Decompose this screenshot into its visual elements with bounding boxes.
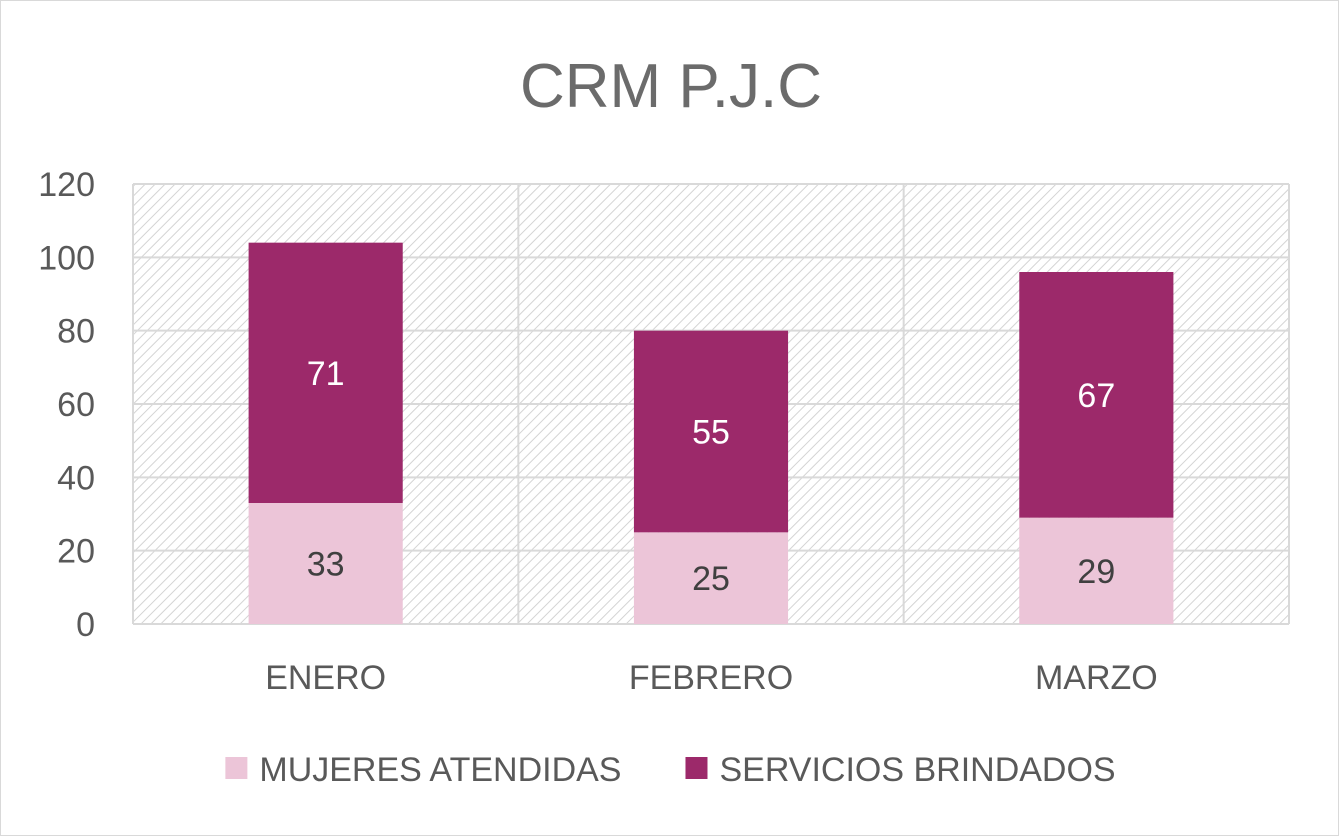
plot-area: 0 20 40 60 80 100 120 33 71 ENERO 25 55 FEBRERO 29 67 M… xyxy=(38,166,1290,697)
legend-swatch xyxy=(685,757,708,779)
chart-title: CRM P.J.C xyxy=(520,52,822,121)
data-label: 33 xyxy=(307,546,345,584)
legend-swatch xyxy=(225,757,248,779)
data-label: 71 xyxy=(307,355,345,393)
bar-segment xyxy=(633,532,789,624)
legend: MUJERES ATENDIDAS SERVICIOS BRINDADOS xyxy=(225,751,1116,789)
y-tick-label: 20 xyxy=(57,533,95,571)
y-tick-label: 100 xyxy=(38,239,95,277)
legend-label: SERVICIOS BRINDADOS xyxy=(719,751,1115,789)
data-label: 29 xyxy=(1077,553,1115,591)
y-tick-label: 40 xyxy=(57,459,95,497)
x-category-label: ENERO xyxy=(265,659,386,697)
bar-segment xyxy=(248,242,403,503)
bar-segment xyxy=(633,330,789,533)
data-label: 25 xyxy=(692,560,730,598)
bar-segment xyxy=(248,503,403,624)
y-tick-label: 120 xyxy=(38,166,95,204)
data-label: 55 xyxy=(692,414,730,452)
y-tick-label: 0 xyxy=(76,606,95,644)
legend-label: MUJERES ATENDIDAS xyxy=(259,751,621,789)
y-tick-label: 60 xyxy=(57,386,95,424)
x-category-label: MARZO xyxy=(1035,659,1158,697)
bar-segment xyxy=(1019,517,1174,624)
y-tick-label: 80 xyxy=(57,313,95,351)
x-category-label: FEBRERO xyxy=(629,659,793,697)
bar-segment xyxy=(1019,272,1174,518)
data-label: 67 xyxy=(1077,377,1115,415)
